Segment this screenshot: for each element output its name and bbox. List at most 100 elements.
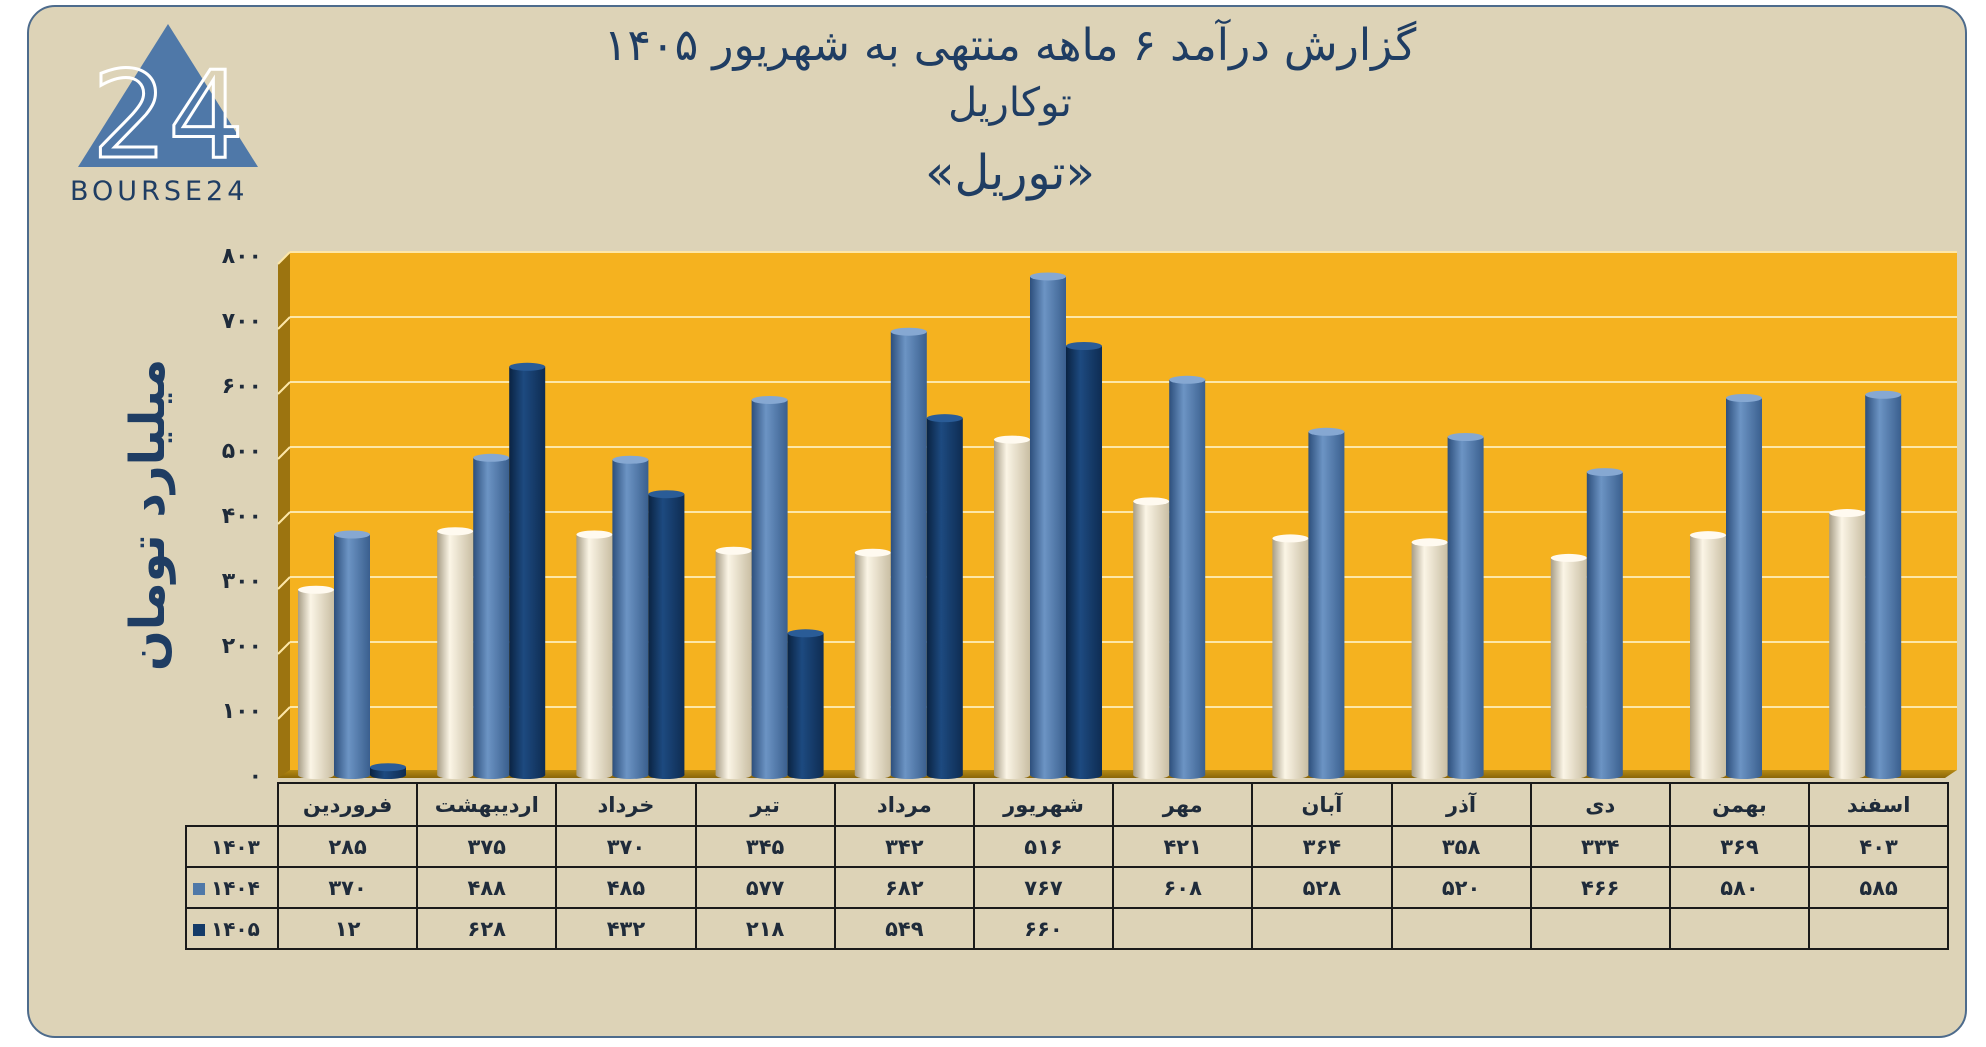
data-label: ۳۳۴ [1529,825,1671,868]
gridline-side [277,511,291,525]
bar-۱۴۰۳-9 [1411,538,1448,779]
chart-title: گزارش درآمد ۶ ماهه منتهی به شهریور ۱۴۰۵ [603,20,1417,71]
bar-۱۴۰۳-1 [298,585,334,779]
data-label [1529,907,1671,950]
bar-۱۴۰۵-3 [648,490,685,779]
logo-mark: 24 [92,47,245,186]
legend-swatch [193,924,205,936]
data-label: ۵۷۷ [694,866,836,909]
data-label: ۲۸۵ [276,825,419,868]
data-label [1112,907,1254,950]
bourse24-logo: 24 [78,24,258,188]
gridline-side [277,706,291,720]
x-tick-label: دی [1529,782,1671,827]
bar-۱۴۰۵-4 [787,629,824,779]
chart-subtitle: توکاریل [948,80,1072,126]
data-label: ۵۸۵ [1808,866,1950,909]
data-label: ۵۲۸ [1251,866,1393,909]
x-tick-label: مرداد [833,782,975,827]
x-tick-label: اردیبهشت [416,782,558,827]
y-tick-label: ۱۰۰ [222,699,262,724]
bar-۱۴۰۳-10 [1550,553,1587,779]
data-label: ۴۲۱ [1112,825,1254,868]
data-label [1390,907,1532,950]
data-label: ۳۵۸ [1390,825,1532,868]
data-label: ۳۷۵ [416,825,558,868]
data-label [1251,907,1393,950]
data-label: ۳۶۹ [1668,825,1811,868]
bar-۱۴۰۳-7 [1133,497,1170,779]
data-label: ۴۸۸ [416,866,558,909]
bar-۱۴۰۴-10 [1586,468,1623,779]
x-tick-label: اسفند [1808,782,1950,827]
bar-۱۴۰۳-8 [1272,534,1309,779]
data-label: ۶۶۰ [972,907,1115,950]
chart-symbol: «توریل» [925,145,1095,201]
data-label: ۴۳۲ [555,907,697,950]
gridline-side [277,381,291,395]
data-label: ۵۸۰ [1668,866,1811,909]
gridline-side [277,446,291,460]
data-label: ۵۴۹ [833,907,975,950]
plot-floor [278,770,1957,778]
logo-text: BOURSE24 [70,176,249,207]
x-tick-label: آبان [1251,782,1393,827]
data-label: ۳۴۵ [694,825,836,868]
gridline-side [277,641,291,655]
bar-۱۴۰۴-11 [1726,394,1762,779]
y-tick-label: ۵۰۰ [222,439,262,464]
bar-۱۴۰۳-11 [1690,531,1726,779]
y-tick-label: ۳۰۰ [222,569,262,594]
table-row: ۱۴۰۳ ۲۸۵ ۳۷۵ ۳۷۰ ۳۴۵ ۳۴۲ ۵۱۶ ۴۲۱ ۳۶۴ ۳۵۸ ۳۳۴ ۳۶۹ ۴۰۳ [185,825,1950,868]
bar-۱۴۰۳-5 [854,548,891,779]
bar-۱۴۰۵-2 [509,362,546,779]
legend-swatch [193,883,205,895]
bar-۱۴۰۵-6 [1066,342,1102,779]
y-tick-label: ۸۰۰ [222,244,262,269]
x-tick-label: آذر [1390,782,1532,827]
data-label: ۴۰۳ [1808,825,1950,868]
data-label: ۳۶۴ [1251,825,1393,868]
bar-۱۴۰۴-8 [1308,427,1345,779]
data-label: ۱۲ [276,907,419,950]
y-tick-label: ۲۰۰ [222,634,262,659]
table-corner [186,783,279,827]
data-label: ۵۱۶ [972,825,1115,868]
data-table: فروردین اردیبهشت خرداد تیر مرداد شهریور مهر آبا… [185,782,1950,950]
data-label [1668,907,1811,950]
legend-entry: ۱۴۰۴ [185,866,279,909]
bar-۱۴۰۴-3 [612,455,649,779]
data-label: ۳۴۲ [833,825,975,868]
table-row: ۱۴۰۵ ۱۲ ۶۲۸ ۴۳۲ ۲۱۸ ۵۴۹ ۶۶۰ [185,907,1950,950]
bar-۱۴۰۴-5 [890,327,927,779]
bar-۱۴۰۵-5 [926,414,963,779]
bar-۱۴۰۴-9 [1447,433,1484,779]
x-tick-label: فروردین [276,782,419,827]
gridline-side [277,251,291,265]
data-label: ۶۲۸ [416,907,558,950]
x-tick-label: بهمن [1668,782,1811,827]
gridline-side [277,576,291,590]
bar-۱۴۰۳-6 [994,435,1030,779]
data-label: ۶۸۲ [833,866,975,909]
data-label: ۶۰۸ [1112,866,1254,909]
gridline-side [277,316,291,330]
bar-۱۴۰۴-4 [751,395,788,779]
table-row: ۱۴۰۴ ۳۷۰ ۴۸۸ ۴۸۵ ۵۷۷ ۶۸۲ ۷۶۷ ۶۰۸ ۵۲۸ ۵۲۰ ۴۶۶ ۵۸۰ ۵۸۵ [185,866,1950,909]
data-label: ۳۷۰ [555,825,697,868]
data-label: ۳۷۰ [276,866,419,909]
bar-۱۴۰۴-1 [334,530,370,779]
y-tick-label: ۷۰۰ [222,309,262,334]
legend-entry: ۱۴۰۵ [185,907,279,950]
data-label: ۷۶۷ [972,866,1115,909]
bar-۱۴۰۵-1 [370,763,406,779]
bar-۱۴۰۴-6 [1030,272,1066,779]
y-tick-label: ۶۰۰ [222,374,262,399]
bar-۱۴۰۳-3 [576,530,613,779]
bar-۱۴۰۴-7 [1169,375,1206,779]
data-label: ۴۸۵ [555,866,697,909]
bar-۱۴۰۳-12 [1829,509,1866,779]
x-tick-label: مهر [1112,782,1254,827]
bar-۱۴۰۳-4 [715,546,752,779]
